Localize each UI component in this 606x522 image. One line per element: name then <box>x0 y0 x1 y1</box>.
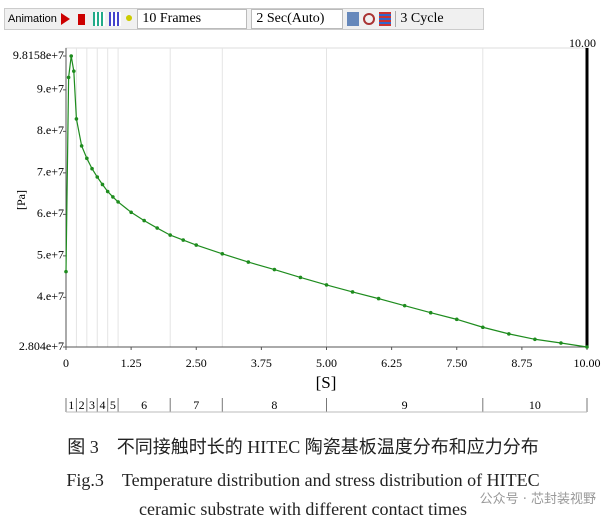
frame-label: 4 <box>99 398 105 412</box>
data-point <box>507 332 511 336</box>
data-point <box>402 303 407 308</box>
cycle-button[interactable]: 3 Cycle <box>395 11 444 27</box>
y-tick-label: 8.e+7 <box>37 123 64 137</box>
data-point <box>272 267 277 272</box>
data-point <box>142 218 146 223</box>
x-axis-label: [S] <box>316 373 337 392</box>
frames-icon-2[interactable] <box>108 12 121 26</box>
frame-label: 9 <box>402 398 408 412</box>
data-point <box>168 233 172 237</box>
data-point <box>454 317 459 322</box>
data-point <box>90 166 94 171</box>
data-point <box>66 75 71 80</box>
frame-label: 3 <box>89 398 95 412</box>
data-point <box>72 69 76 73</box>
y-axis-label: [Pa] <box>14 190 28 210</box>
x-tick-label: 2.50 <box>186 356 207 370</box>
data-point <box>246 260 251 264</box>
data-point <box>155 226 159 230</box>
grid-icon[interactable] <box>379 12 392 26</box>
data-point <box>95 175 100 179</box>
data-point <box>194 243 199 247</box>
caption-cn: 图 3 不同接触时长的 HITEC 陶瓷基板温度分布和应力分布 <box>67 437 539 457</box>
caption-en-1: Fig.3 Temperature distribution and stres… <box>66 470 540 490</box>
y-tick-label: 7.e+7 <box>37 165 64 179</box>
data-point <box>69 54 74 58</box>
y-tick-label: 9.e+7 <box>37 82 64 96</box>
frames-icon[interactable] <box>92 12 105 26</box>
x-tick-label: 10.00 <box>574 356 601 370</box>
data-point <box>220 251 225 256</box>
data-point <box>559 341 563 345</box>
data-point <box>324 283 329 287</box>
data-point <box>100 182 105 187</box>
x-tick-label: 7.50 <box>446 356 467 370</box>
speed-dropdown[interactable]: 2 Sec(Auto) <box>251 9 344 29</box>
zoom-icon[interactable] <box>363 13 376 25</box>
watermark: 公众号 · 芯封装视野 <box>479 492 596 507</box>
series-line <box>65 55 588 348</box>
frames-dropdown[interactable]: 10 Frames <box>137 9 248 29</box>
animation-toolbar: Animation ● 10 Frames 2 Sec(Auto) 3 Cycl… <box>4 8 484 30</box>
data-point <box>585 345 589 349</box>
data-point <box>481 325 485 330</box>
data-point <box>105 189 110 194</box>
chart: 10.00 [Pa] [S] 1 2 3 4 5 6 7 8 9 10 9.8158e+7 9.e+7… <box>13 36 601 413</box>
export-icon[interactable] <box>347 12 360 26</box>
play-button[interactable] <box>60 13 70 25</box>
data-point <box>428 310 433 315</box>
data-point <box>376 296 381 301</box>
x-tick-label: 6.25 <box>381 356 402 370</box>
data-point <box>298 275 303 280</box>
data-point <box>129 210 133 215</box>
data-point <box>85 156 89 161</box>
animation-label: Animation <box>8 13 57 25</box>
data-point <box>533 337 537 342</box>
data-point <box>181 238 186 242</box>
y-tick-label: 5.e+7 <box>37 248 64 262</box>
frame-label: 5 <box>110 398 116 412</box>
frame-label: 8 <box>271 398 277 412</box>
x-tick-label: 5.00 <box>316 356 337 370</box>
frame-label: 6 <box>141 398 147 412</box>
data-point <box>74 117 79 121</box>
x-tick-label: 3.75 <box>251 356 272 370</box>
frame-label: 2 <box>79 398 85 412</box>
frame-label: 1 <box>68 398 74 412</box>
bulb-icon[interactable]: ● <box>124 11 134 26</box>
data-point <box>116 200 120 204</box>
stop-button[interactable] <box>77 13 85 25</box>
data-point <box>350 290 355 294</box>
caption-en-2: ceramic substrate with different contact… <box>138 499 468 519</box>
y-tick-label: 4.e+7 <box>37 289 64 303</box>
y-tick-label: 2.804e+7 <box>19 339 64 353</box>
x-tick-label: 8.75 <box>511 356 532 370</box>
data-point <box>111 195 115 199</box>
frame-label: 10 <box>529 398 541 412</box>
frame-label: 7 <box>193 398 199 412</box>
data-point <box>64 269 68 274</box>
x-tick-label: 1.25 <box>121 356 142 370</box>
x-tick-label: 0 <box>63 356 69 370</box>
time-marker: 10.00 <box>569 36 596 50</box>
y-tick-label: 9.8158e+7 <box>13 48 64 62</box>
data-point <box>79 144 84 148</box>
y-tick-label: 6.e+7 <box>37 206 64 220</box>
